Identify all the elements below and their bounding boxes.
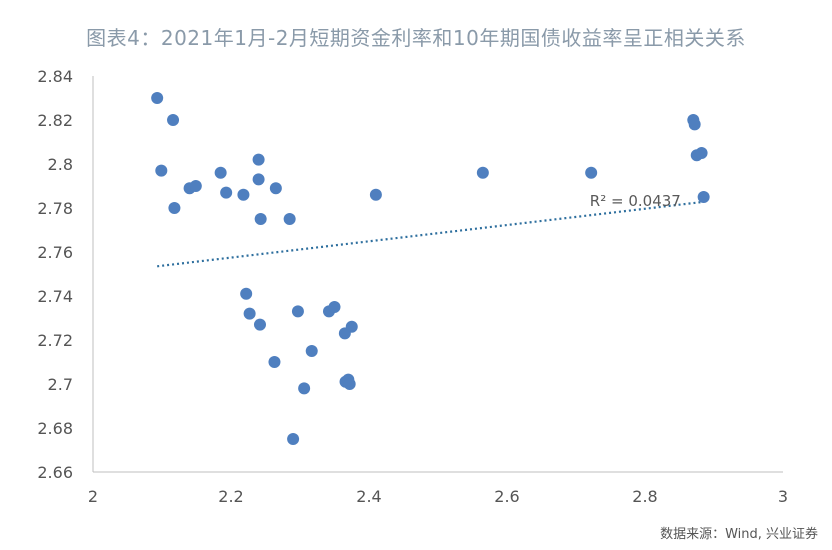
x-tick-label: 2.2 xyxy=(218,487,243,506)
axes xyxy=(92,76,783,473)
scatter-point xyxy=(243,307,256,320)
scatter-point xyxy=(585,166,598,179)
scatter-point xyxy=(287,433,300,445)
scatter-point xyxy=(214,166,227,179)
y-tick-label: 2.82 xyxy=(37,111,73,130)
y-tick-label: 2.76 xyxy=(37,243,73,262)
scatter-point xyxy=(688,118,701,131)
scatter-point xyxy=(155,164,168,177)
x-tick-labels: 2 2.2 2.4 2.6 2.8 3 xyxy=(88,487,788,506)
y-tick-label: 2.72 xyxy=(37,331,73,350)
x-tick-label: 2.8 xyxy=(632,487,657,506)
scatter-point xyxy=(343,378,356,390)
r-squared-label: R² = 0.0437 xyxy=(590,192,681,210)
scatter-point xyxy=(298,382,311,395)
scatter-point xyxy=(328,301,341,313)
x-tick-label: 3 xyxy=(778,487,788,506)
scatter-point xyxy=(345,320,358,333)
scatter-point xyxy=(237,188,250,201)
data-points xyxy=(151,92,710,445)
y-tick-label: 2.7 xyxy=(48,375,73,394)
source-note: 数据来源：Wind, 兴业证券 xyxy=(660,527,818,542)
y-tick-label: 2.74 xyxy=(37,287,73,306)
chart-title: 图表4：2021年1月-2月短期资金利率和10年期国债收益率呈正相关关系 xyxy=(86,26,746,50)
y-tick-label: 2.68 xyxy=(37,419,73,438)
scatter-point xyxy=(252,173,265,186)
scatter-point xyxy=(283,213,296,225)
scatter-point xyxy=(369,188,382,201)
y-tick-label: 2.84 xyxy=(37,67,73,86)
scatter-point xyxy=(254,213,267,225)
scatter-point xyxy=(151,92,164,104)
scatter-point xyxy=(168,202,181,214)
x-tick-label: 2.6 xyxy=(494,487,519,506)
x-tick-label: 2 xyxy=(88,487,98,506)
scatter-point xyxy=(252,153,265,166)
scatter-point xyxy=(268,356,281,368)
scatter-point xyxy=(269,182,282,195)
trendline xyxy=(157,200,704,268)
scatter-point xyxy=(240,287,253,300)
scatter-point xyxy=(697,191,710,203)
x-tick-label: 2.4 xyxy=(356,487,381,506)
scatter-point xyxy=(305,345,318,357)
scatter-point xyxy=(291,305,304,318)
y-tick-labels: 2.66 2.68 2.7 2.72 2.74 2.76 2.78 2.8 2.82 2.84 xyxy=(37,67,73,482)
y-tick-label: 2.8 xyxy=(48,155,73,174)
scatter-point xyxy=(476,166,489,179)
y-tick-label: 2.66 xyxy=(37,463,73,482)
y-tick-label: 2.78 xyxy=(37,199,73,218)
scatter-point xyxy=(167,114,180,126)
scatter-point xyxy=(695,147,708,159)
scatter-point xyxy=(189,180,202,192)
scatter-point xyxy=(220,186,233,199)
scatter-point xyxy=(253,318,266,331)
